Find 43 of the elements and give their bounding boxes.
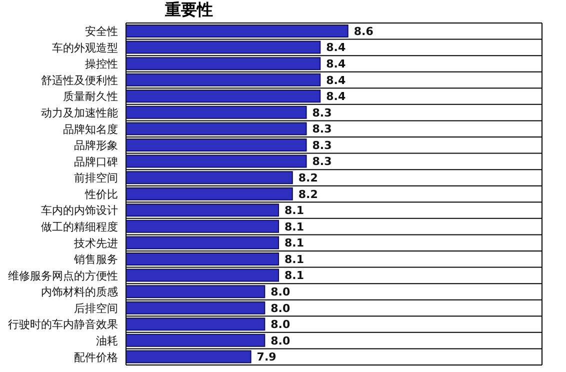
data-label: 8.4	[326, 57, 346, 70]
y-tick-label: 行驶时的车内静音效果	[8, 318, 118, 332]
y-tick-label: 车内的内饰设计	[41, 204, 118, 218]
data-label: 8.0	[270, 285, 290, 298]
data-label: 8.4	[326, 74, 346, 87]
data-label: 8.1	[284, 269, 304, 282]
y-tick-label: 油耗	[96, 334, 118, 348]
y-tick-label: 技术先进	[73, 236, 118, 250]
y-tick-label: 销售服务	[73, 253, 118, 266]
y-tick-label: 配件价格	[74, 350, 118, 364]
y-tick-label: 品牌知名度	[63, 122, 118, 136]
y-tick-label: 操控性	[85, 58, 118, 71]
y-tick-label: 做工的精细程度	[41, 220, 118, 234]
y-tick-label: 内饰材料的质感	[41, 286, 118, 299]
y-tick-label: 维修服务网点的方便性	[8, 269, 118, 282]
y-tick-label: 性价比	[84, 188, 118, 201]
y-tick-label: 前排空间	[74, 172, 118, 185]
data-label: 8.2	[298, 171, 318, 184]
y-tick-label: 舒适性及便利性	[41, 74, 118, 87]
y-tick-label: 后排空间	[74, 302, 118, 315]
y-tick-label: 品牌形象	[74, 139, 118, 152]
data-label: 8.0	[270, 302, 290, 315]
data-label: 8.1	[284, 252, 304, 266]
y-tick-label: 安全性	[85, 25, 118, 38]
data-label: 8.1	[284, 236, 304, 250]
data-label: 7.9	[256, 350, 276, 364]
data-label: 8.4	[326, 90, 346, 104]
y-tick-label: 品牌口碑	[74, 155, 118, 168]
data-label: 8.3	[312, 138, 332, 152]
y-tick-label: 动力及加速性能	[41, 106, 118, 120]
y-tick-label: 质量耐久性	[63, 90, 118, 104]
data-label: 8.0	[270, 334, 290, 348]
data-label: 8.1	[284, 220, 304, 234]
data-label: 8.2	[298, 188, 318, 201]
data-label: 8.3	[312, 122, 332, 136]
data-label: 8.6	[354, 24, 374, 38]
data-label: 8.1	[284, 204, 304, 218]
data-label: 8.3	[312, 155, 332, 168]
data-label: 8.3	[312, 106, 332, 120]
data-label: 8.4	[326, 41, 346, 54]
chart-title: 重要性	[165, 0, 213, 20]
y-tick-label: 车的外观造型	[52, 41, 118, 54]
data-label: 8.0	[270, 318, 290, 332]
